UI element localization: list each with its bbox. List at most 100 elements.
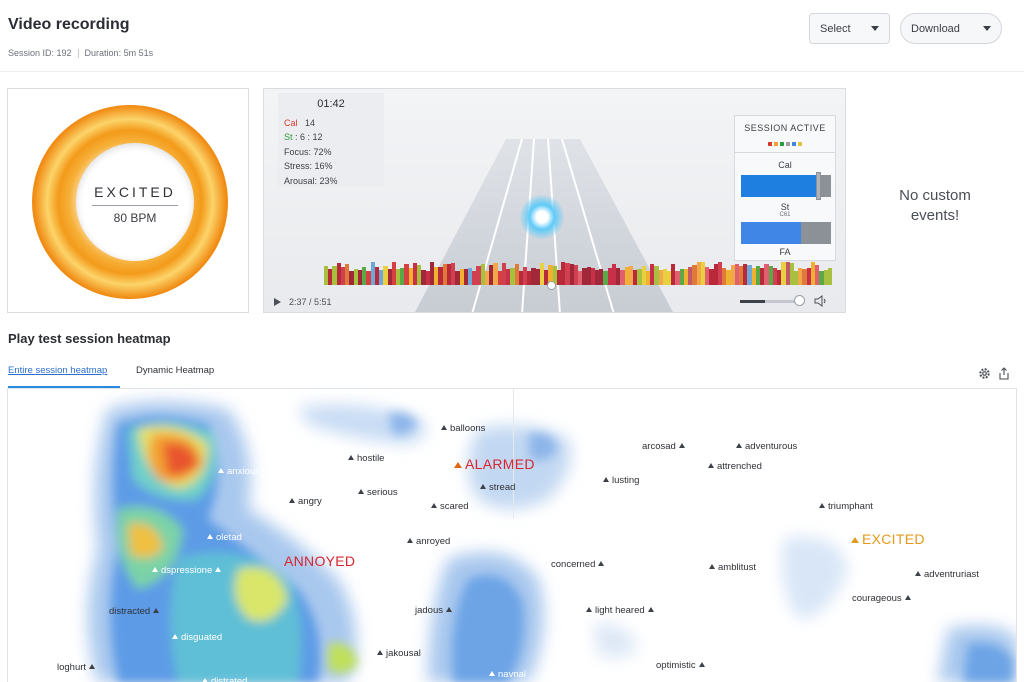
triangle-marker-icon [603,477,609,482]
triangle-marker-icon [586,607,592,612]
volume-slider[interactable] [740,300,802,303]
timeline-bar [349,271,354,285]
heatmap-word-label: concerned [551,559,596,570]
timeline-bar [374,267,380,285]
select-dropdown[interactable]: Select [809,13,890,44]
heatmap-emotion-text: ALARMED [465,456,535,472]
session-color-dots [735,142,835,146]
heatmap-word-label: angry [298,496,322,507]
timeline-bar [565,263,570,285]
fa-meter[interactable] [741,222,831,244]
meter-cal-label: Cal [778,160,792,170]
player-controls: 2:37 / 5:51 [274,295,834,309]
st-label: St [284,132,293,142]
heatmap-word-label: optimistic [656,660,696,671]
timeline-bar [683,269,689,285]
player-orb [520,195,564,239]
timeline-bar [362,267,367,285]
dot [774,142,778,146]
tab-dynamic-heatmap[interactable]: Dynamic Heatmap [136,365,215,376]
triangle-marker-icon [407,538,413,543]
heatmap-word: serious [355,487,398,498]
cal-label: Cal [284,117,298,128]
meter-track [801,222,831,244]
timeline-bar [802,269,807,285]
timeline-bar [620,270,625,285]
cal-meter[interactable] [741,172,831,200]
timeline-bar [387,269,392,285]
timeline-bar [794,271,799,285]
heatmap-word-label: arcosad [642,441,676,452]
heatmap-word: light heared [583,605,657,616]
heatmap-word-label: attrenched [717,461,762,472]
download-button[interactable]: Download [900,13,1002,44]
timeline-bar [467,268,473,285]
heatmap-word-label: stread [489,482,516,493]
timeline-bar [476,266,481,285]
meter-fa-label: FA [779,247,791,257]
timeline-bar [645,271,651,285]
tab-entire-session[interactable]: Entire session heatmap [8,362,120,388]
heatmap-word-label: balloons [450,423,486,434]
chevron-down-icon [871,26,879,31]
timeline-bar [582,268,587,285]
timeline-bar [650,264,655,285]
video-player[interactable]: 01:42 Cal 14 St : 6 : 12 Focus: 72% Stre… [263,88,846,313]
timeline-bar [730,265,735,285]
stress-stat: Stress: 16% [284,161,333,171]
heatmap-word: scared [428,501,469,512]
triangle-marker-icon [152,567,158,572]
timeline-bar [743,264,748,285]
timeline-bar [535,269,540,285]
timeline-bar [819,271,824,285]
progress-handle[interactable] [547,281,557,290]
timeline-bar [738,266,744,285]
timeline-bar [357,270,363,285]
timeline-barcode[interactable] [324,261,833,285]
timeline-bar [751,268,756,285]
gear-icon[interactable] [978,367,991,380]
triangle-marker-icon [441,425,447,430]
export-icon[interactable] [998,367,1010,380]
timeline-bar [578,271,583,285]
timeline-bar [616,268,621,285]
timeline-bar [798,268,803,285]
volume-handle[interactable] [794,295,805,306]
timeline-bar [446,264,452,285]
play-icon[interactable] [274,298,281,306]
heatmap-canvas[interactable]: balloons anxious hostile stread serious angry… [7,388,1017,682]
heatmap-word: concerned [551,559,607,570]
heatmap-word-label: adventurous [745,441,798,452]
dot [780,142,784,146]
session-meta: Session ID: 192 Duration: 5m 51s [8,48,153,58]
timeline-bar [463,269,468,285]
heatmap-word-label: amblitust [718,562,757,573]
triangle-marker-icon [218,468,224,473]
timeline-bar [747,265,752,285]
emotion-divider [92,205,178,206]
timeline-bar [366,271,371,285]
timeline-bar [810,262,816,285]
heatmap-blobs [88,401,1016,682]
heatmap-word-label: scared [440,501,469,512]
meter-handle[interactable] [816,172,821,200]
speaker-icon[interactable] [814,295,828,307]
timeline-bar [489,265,494,285]
heatmap-word-label: navnal [498,669,526,680]
timeline-bar [595,270,600,285]
emotion-card: EXCITED 80 BPM [7,88,249,313]
heatmap-section-title: Play test session heatmap [8,331,171,346]
heatmap-word: disguated [169,632,222,643]
timeline-bar [823,270,828,285]
timeline-bar [722,268,727,285]
meter-mini-label: C61 [779,212,791,218]
heatmap-word-label: jadous [415,605,443,616]
timeline-bar [480,264,485,285]
heatmap-emotion-label: ALARMED [451,456,535,472]
timeline-bar [412,263,418,285]
timeline-bar [785,262,790,285]
timeline-bar [417,265,422,285]
triangle-marker-icon [348,455,354,460]
cal-value: 14 [305,117,316,128]
timeline-bar [434,267,439,285]
